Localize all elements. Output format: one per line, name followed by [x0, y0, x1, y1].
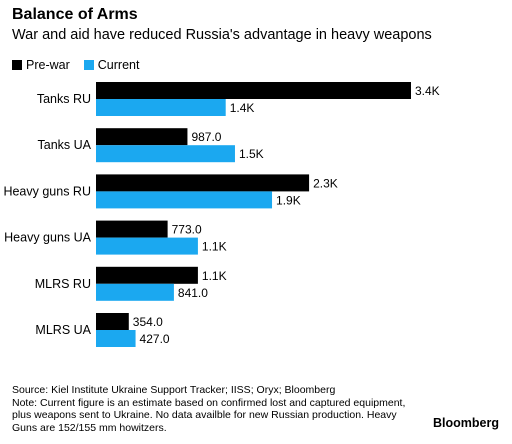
category-label-tanks-ua: Tanks UA [38, 138, 92, 152]
bar-mlrs-ru-pre-war [96, 266, 198, 284]
footnote-line-2: plus weapons sent to Ukraine. No data av… [12, 409, 397, 421]
data-label-heavy-guns-ua-pre-war: 773.0 [172, 223, 202, 237]
data-label-mlrs-ru-pre-war: 1.1K [202, 269, 227, 283]
data-label-mlrs-ua-pre-war: 354.0 [133, 315, 163, 329]
footnote-line-1: Note: Current figure is an estimate base… [12, 396, 406, 409]
data-label-tanks-ua-current: 1.5K [239, 147, 264, 161]
source-note: Source: Kiel Institute Ukraine Support T… [12, 384, 336, 396]
data-label-tanks-ua-pre-war: 987.0 [191, 130, 221, 144]
data-label-heavy-guns-ru-current: 1.9K [276, 193, 301, 207]
bar-tanks-ua-pre-war [96, 128, 188, 146]
bar-heavy-guns-ru-current [96, 191, 273, 209]
bar-heavy-guns-ua-current [96, 237, 198, 255]
category-label-mlrs-ru: MLRS RU [35, 277, 91, 291]
data-label-tanks-ru-pre-war: 3.4K [415, 84, 440, 98]
data-label-heavy-guns-ru-pre-war: 2.3K [313, 176, 338, 190]
bar-mlrs-ru-current [96, 283, 174, 301]
data-label-heavy-guns-ua-current: 1.1K [202, 240, 227, 254]
bar-mlrs-ua-pre-war [96, 313, 129, 330]
legend-label-current: Current [97, 58, 140, 72]
data-label-mlrs-ua-current: 427.0 [140, 332, 170, 346]
bar-tanks-ru-pre-war [96, 82, 411, 99]
data-label-mlrs-ru-current: 841.0 [178, 286, 208, 300]
legend-item-current: Current [83, 58, 140, 72]
data-label-tanks-ru-current: 1.4K [230, 101, 255, 115]
bar-mlrs-ua-current [96, 330, 136, 347]
legend-label-pre-war: Pre-war [26, 58, 70, 72]
category-label-heavy-guns-ua: Heavy guns UA [4, 231, 92, 245]
bar-heavy-guns-ru-pre-war [96, 174, 310, 192]
legend-swatch-current [83, 60, 94, 70]
chart-legend: Pre-war Current [12, 58, 153, 72]
legend-swatch-pre-war [12, 60, 22, 70]
chart-footer: Source: Kiel Institute Ukraine Support T… [12, 384, 405, 434]
category-label-mlrs-ua: MLRS UA [35, 323, 91, 337]
bar-heavy-guns-ua-pre-war [96, 220, 168, 238]
legend-item-pre-war: Pre-war [12, 58, 70, 72]
bar-chart: Tanks RU 3.4K 1.4K Tanks UA 987.0 1.5K Heavy g… [3, 82, 440, 347]
category-label-heavy-guns-ru: Heavy guns RU [3, 184, 91, 198]
bloomberg-logo: Bloomberg [433, 416, 499, 430]
chart-title: Balance of Arms [12, 6, 138, 23]
bar-tanks-ru-current [96, 99, 226, 116]
category-label-tanks-ru: Tanks RU [37, 92, 91, 106]
chart-subtitle: War and aid have reduced Russia's advant… [12, 27, 432, 43]
footnote-line-3: Guns are 152/155 mm howitzers. [12, 421, 167, 434]
bar-tanks-ua-current [96, 145, 235, 163]
